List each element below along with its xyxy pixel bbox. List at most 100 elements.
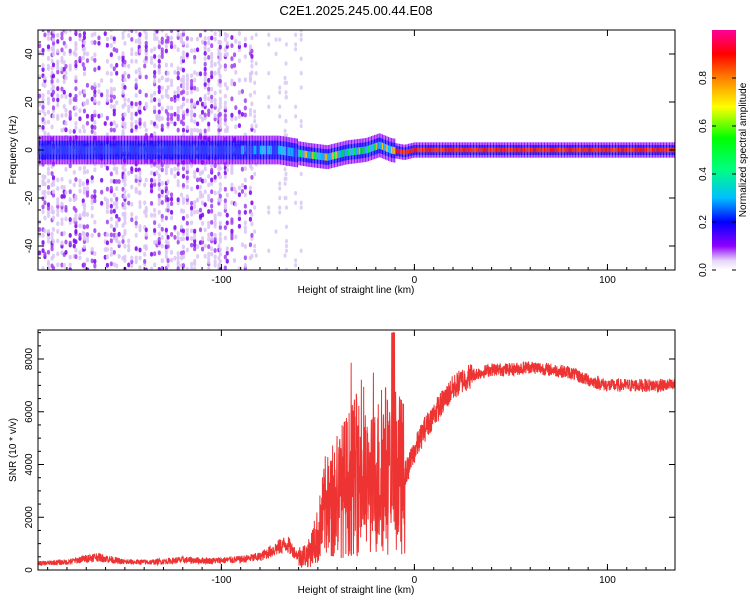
spectrogram-cell <box>160 181 164 186</box>
spectrogram-cell <box>109 98 113 104</box>
spectrogram-cell <box>109 216 113 222</box>
spectrogram-cell <box>203 93 207 99</box>
spectrogram-cell <box>250 58 254 64</box>
spectrogram-cell <box>112 94 116 100</box>
spectrogram-cell <box>218 236 222 242</box>
spectrogram-cell <box>153 251 157 257</box>
spectrogram-cell <box>130 30 134 34</box>
spectrogram-cell <box>78 166 82 171</box>
spectrogram-cell <box>51 62 56 68</box>
spectrogram-cell <box>85 224 90 229</box>
spectrogram-cell <box>207 209 211 214</box>
spectrogram-cell <box>64 75 68 81</box>
spectrogram-cell <box>115 48 119 54</box>
spectrogram-cell <box>223 265 227 270</box>
spectrogram-cell <box>181 78 186 84</box>
spectrogram-cell <box>237 216 242 222</box>
spectrogram-cell <box>46 63 51 69</box>
spectrogram-cell <box>198 184 203 190</box>
spectrogram-cell <box>213 163 217 169</box>
spectrogram-cell <box>243 54 247 60</box>
spectrogram-cell <box>181 263 186 268</box>
spectrogram-cell <box>230 235 234 241</box>
spectrogram-cell <box>217 60 221 65</box>
spectrogram-cell <box>109 121 113 127</box>
spectrogram-cell <box>210 98 214 104</box>
spectrogram-cell <box>189 109 194 115</box>
spectrogram-cell <box>82 92 87 98</box>
spectrogram-cell <box>149 120 154 125</box>
spectrogram-cell <box>109 34 113 40</box>
spectrogram-cell <box>105 89 109 94</box>
spectrogram-cell <box>237 209 242 215</box>
spectrogram-cell <box>51 84 56 90</box>
spectrogram-cell <box>160 226 164 232</box>
y-tick-label: 8000 <box>24 347 35 370</box>
spectrogram-cell <box>284 42 288 47</box>
snr-y-label: SNR (10 * v/v) <box>8 418 19 482</box>
spectrogram-cell <box>74 220 78 226</box>
spectrogram-cell <box>68 129 72 135</box>
spectrogram-cell <box>144 74 148 80</box>
spectrogram-cell <box>112 127 116 133</box>
spectrogram-cell <box>217 131 221 137</box>
spectrogram-cell <box>81 55 85 61</box>
y-tick-label: -40 <box>24 238 35 253</box>
spectrogram-cell <box>176 113 180 119</box>
spectrogram-cell <box>46 202 51 207</box>
spectrogram-cell <box>153 121 157 127</box>
spectrogram-cell <box>109 209 113 215</box>
spectrogram-cell <box>237 58 242 64</box>
spectrogram-cell <box>68 163 72 169</box>
y-tick-label: -20 <box>24 190 35 205</box>
spectrogram-cell <box>115 220 119 226</box>
spectrogram-cell <box>123 189 127 195</box>
spectrogram-cell <box>210 51 214 57</box>
spectrogram-cell <box>105 201 109 207</box>
spectrogram-cell <box>189 48 194 54</box>
spectrogram-cell <box>203 128 207 134</box>
spectrogram-cell <box>223 198 227 204</box>
spectrogram-cell <box>193 234 197 240</box>
spectrogram-cell <box>121 35 125 40</box>
spectrogram-cell <box>117 217 121 222</box>
spectrogram-cell <box>90 32 94 38</box>
spectrogram-cell <box>254 123 258 129</box>
spectrogram-cell <box>85 186 90 191</box>
spectrogram-cell <box>176 200 180 206</box>
spectrogram-cell <box>176 105 180 111</box>
spectrogram-cell <box>160 213 164 219</box>
spectrogram-cell <box>68 113 72 119</box>
spectrogram-cell <box>43 189 47 195</box>
y-tick-label: 20 <box>24 96 35 108</box>
spectrogram-cell <box>157 89 161 95</box>
spectrogram-cell <box>157 39 161 45</box>
spectrogram-cell <box>230 246 234 252</box>
spectrogram-cell <box>218 225 222 230</box>
spectrogram-cell <box>230 63 234 69</box>
spectrogram-cell <box>198 128 203 134</box>
spectrogram-cell <box>90 178 94 184</box>
spectrogram-cell <box>51 51 56 57</box>
spectrogram-cell <box>138 190 142 196</box>
spectrogram-cell <box>284 195 288 201</box>
spectrogram-cell <box>41 240 45 245</box>
spectrogram-cell <box>43 251 47 257</box>
spectrogram-cell <box>253 171 257 177</box>
spectrogram-cell <box>93 219 97 225</box>
spectrogram-cell <box>284 171 288 177</box>
spectrogram-cell <box>213 213 217 219</box>
spectrogram-cell <box>115 213 119 219</box>
spectrogram-cell <box>203 227 207 233</box>
spectrogram-cell <box>153 262 157 268</box>
spectrogram-cell <box>250 48 254 54</box>
spectrogram-cell <box>274 229 278 234</box>
spectrogram-cell <box>51 192 56 198</box>
spectrogram-cell <box>299 71 303 76</box>
spectrogram-cell <box>237 90 242 95</box>
spectrogram-cell <box>164 170 168 176</box>
spectrogram-cell <box>169 44 174 50</box>
spectrogram-cell <box>181 173 186 179</box>
spectrogram-cell <box>78 223 82 229</box>
spectrogram-cell <box>278 186 282 191</box>
